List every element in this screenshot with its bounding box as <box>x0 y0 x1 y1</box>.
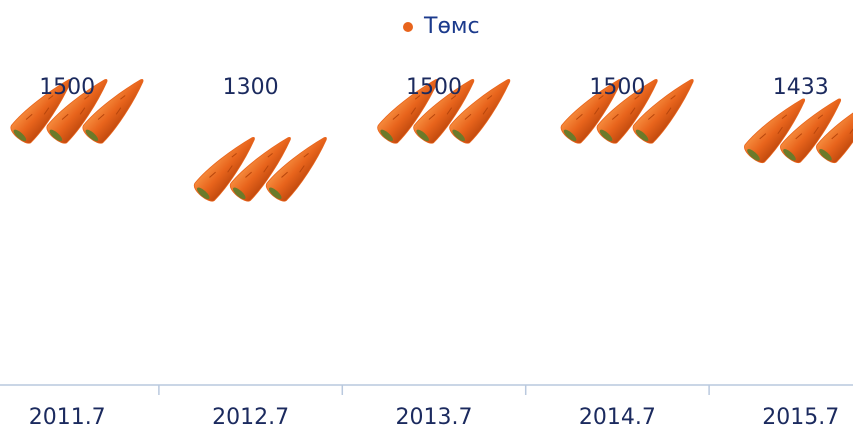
carrot <box>193 136 255 202</box>
carrot <box>377 79 439 144</box>
legend: Төмс <box>403 14 480 39</box>
carrot-body <box>449 79 511 144</box>
carrot-body <box>229 136 291 202</box>
carrot-body <box>596 79 658 144</box>
carrot <box>82 79 144 144</box>
pictograph-marker <box>744 98 853 164</box>
carrot <box>449 79 511 144</box>
pictograph-marker <box>560 79 694 144</box>
carrot-top <box>783 149 796 161</box>
carrot-ridge <box>281 152 309 178</box>
legend-swatch <box>403 22 413 32</box>
carrot <box>10 79 72 144</box>
carrot-top <box>452 129 465 142</box>
carrot-body <box>377 79 439 144</box>
carrot-top <box>416 129 429 142</box>
carrot <box>744 98 806 164</box>
carrot <box>632 79 694 144</box>
carrot-body <box>816 98 853 164</box>
carrot-body <box>413 79 475 144</box>
legend-label: Төмс <box>423 14 480 39</box>
carrot-ridge <box>61 95 90 120</box>
carrot-ridge <box>25 95 54 120</box>
carrot-body <box>632 79 694 144</box>
carrot-ridge <box>428 95 457 120</box>
carrot-body <box>46 79 108 144</box>
x-tick-label: 2011.7 <box>29 405 106 430</box>
carrot-top <box>196 187 210 200</box>
carrot-body <box>265 136 327 202</box>
carrot <box>596 79 658 144</box>
carrot <box>816 98 853 164</box>
carrot-top <box>635 129 649 142</box>
carrot-body <box>780 98 842 164</box>
x-tick-label: 2015.7 <box>762 405 839 430</box>
carrot-ridge <box>392 95 421 120</box>
data-label: 1500 <box>39 75 95 100</box>
carrot-ridge <box>759 114 788 140</box>
carrot-top <box>49 129 63 142</box>
data-label: 1500 <box>406 75 462 100</box>
carrot-top <box>232 187 246 200</box>
carrot <box>265 136 327 202</box>
pictograph-marker <box>10 79 144 144</box>
carrot <box>780 98 842 164</box>
carrot <box>560 79 622 144</box>
carrot-ridge <box>647 95 676 120</box>
carrot-ridge <box>209 152 237 178</box>
carrot-body <box>744 98 806 164</box>
x-tick-label: 2012.7 <box>212 405 289 430</box>
carrot-ridge <box>97 95 126 120</box>
carrot-body <box>82 79 144 144</box>
carrot-top <box>380 129 393 142</box>
carrot-top <box>819 149 832 161</box>
carrot-top <box>13 129 27 142</box>
carrot-ridge <box>831 114 853 140</box>
carrot <box>46 79 108 144</box>
x-tick-label: 2014.7 <box>579 405 656 430</box>
carrot-top <box>85 129 99 142</box>
carrot-top <box>747 149 760 161</box>
data-label: 1500 <box>589 75 645 100</box>
x-tick-label: 2013.7 <box>396 405 473 430</box>
carrot <box>229 136 291 202</box>
carrot-body <box>560 79 622 144</box>
pictograph-marker <box>377 79 511 144</box>
carrot-top <box>268 187 282 200</box>
carrot <box>413 79 475 144</box>
carrot-ridge <box>464 95 493 120</box>
carrot-ridge <box>611 95 640 120</box>
carrot-body <box>193 136 255 202</box>
carrot-ridge <box>575 95 604 120</box>
carrot-body <box>10 79 72 144</box>
carrot-ridge <box>795 114 824 140</box>
carrot-top <box>563 129 577 142</box>
carrot-top <box>599 129 613 142</box>
carrot-ridge <box>245 152 273 178</box>
pictograph-marker <box>193 136 327 202</box>
data-label: 1300 <box>223 75 279 100</box>
data-label: 1433 <box>773 75 829 100</box>
